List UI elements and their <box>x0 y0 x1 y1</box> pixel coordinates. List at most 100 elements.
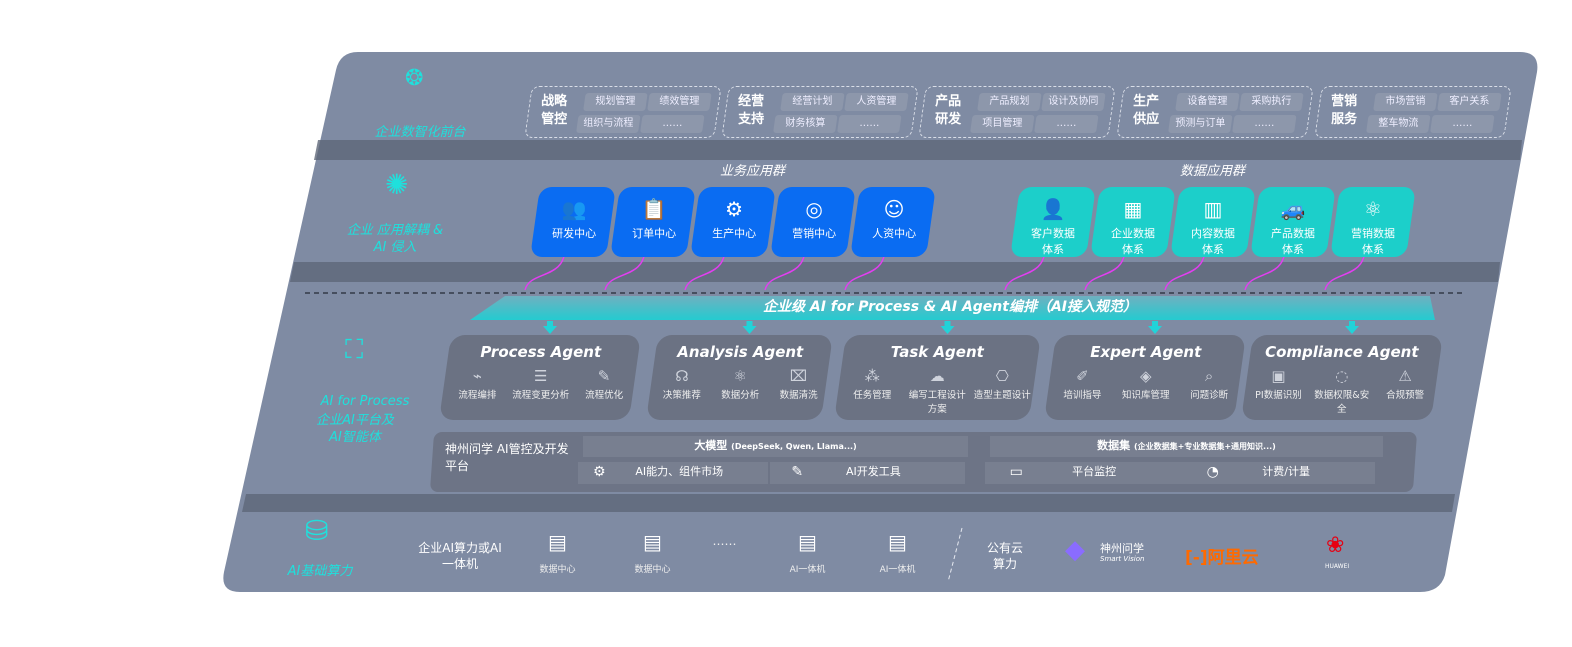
agent-capability[interactable]: ⌧ 数据清洗 <box>770 367 828 401</box>
vendor-smart-vision: 神州问学 <box>1100 542 1144 555</box>
app-card[interactable]: ▦ 企业数据体系 <box>1090 187 1176 257</box>
agent-capability[interactable]: ⚛ 数据分析 <box>711 367 769 401</box>
app-card-label: 订单中心 <box>632 227 677 240</box>
agent-capability[interactable]: ✎ 流程优化 <box>573 367 636 401</box>
agent-card[interactable]: Compliance Agent ▣ PI数据识别 ◌ 数据权限&安全 ⚠ 合规预警 <box>1241 335 1443 420</box>
front-chip[interactable]: 市场营销 <box>1373 93 1438 111</box>
agent-capability[interactable]: ⌕ 问题诊断 <box>1178 367 1241 401</box>
front-chip[interactable]: …… <box>1034 115 1099 133</box>
front-chip[interactable]: 产品规划 <box>977 93 1042 111</box>
chip-label: 客户关系 <box>1449 96 1490 107</box>
front-group: 经营支持 经营计划 人资管理 财务核算 …… <box>721 86 919 138</box>
network-icon: ⁂ <box>864 367 880 385</box>
shield-icon: ◌ <box>1335 367 1349 385</box>
public-cloud-label: 公有云算力 <box>986 541 1023 571</box>
agent-capability[interactable]: ⌁ 流程编排 <box>446 367 509 401</box>
platform-cell[interactable]: ▭ 平台监控 <box>985 462 1190 484</box>
app-card[interactable]: 👤 客户数据体系 <box>1010 187 1096 257</box>
capability-label: 流程变更分析 <box>512 390 570 401</box>
front-chip[interactable]: 预测与订单 <box>1168 115 1233 133</box>
server-item[interactable]: ▤ AI一体机 <box>875 530 920 575</box>
atom-icon: ⚛ <box>733 367 747 385</box>
huawei-logo-icon: ❀ <box>1326 533 1345 558</box>
front-chip[interactable]: 绩效管理 <box>647 93 712 111</box>
agent-capability[interactable]: ◈ 知识库管理 <box>1114 367 1177 401</box>
front-chip[interactable]: …… <box>640 115 705 133</box>
app-card[interactable]: ▥ 内容数据体系 <box>1170 187 1256 257</box>
platform-cell-label: 平台监控 <box>1072 465 1117 478</box>
app-card[interactable]: ⚛ 营销数据体系 <box>1330 187 1416 257</box>
down-arrow-icon <box>742 321 757 334</box>
smart-vision-logo-icon: ◆ <box>1065 535 1085 565</box>
app-card[interactable]: 🚙 产品数据体系 <box>1250 187 1336 257</box>
app-card[interactable]: ◎ 营销中心 <box>770 187 856 257</box>
front-group-title: 战略管控 <box>541 94 568 127</box>
chip-label: 整车物流 <box>1378 118 1419 129</box>
front-chip[interactable]: 设计及协同 <box>1041 93 1106 111</box>
front-chip[interactable]: 组织与流程 <box>576 115 641 133</box>
platform-cell[interactable]: ⚙ AI能力、组件市场 <box>578 462 768 484</box>
front-chip[interactable]: …… <box>837 115 902 133</box>
capability-label: 编写工程设计方案 <box>908 390 966 415</box>
agent-capability[interactable]: ⁂ 任务管理 <box>840 367 904 415</box>
agent-capability[interactable]: ⚠ 合规预警 <box>1374 367 1437 415</box>
server-item[interactable]: ▤ 数据中心 <box>535 530 580 575</box>
front-chip[interactable]: 设备管理 <box>1175 93 1240 111</box>
app-card-label: 营销中心 <box>792 227 837 240</box>
down-arrow-icon <box>940 321 955 334</box>
app-card[interactable]: 📋 订单中心 <box>610 187 696 257</box>
chip-label: …… <box>1452 118 1473 129</box>
agent-capability[interactable]: ☁ 编写工程设计方案 <box>905 367 969 415</box>
down-arrow-icon <box>543 321 557 334</box>
front-chip[interactable]: …… <box>1232 115 1297 133</box>
server-icon: ▤ <box>798 530 817 554</box>
agent-capability[interactable]: ☊ 决策推荐 <box>653 367 711 401</box>
agent-card[interactable]: Task Agent ⁂ 任务管理 ☁ 编写工程设计方案 ⎔ 造型主题设计 <box>834 335 1041 420</box>
llm-title: 大模型 <box>694 439 728 452</box>
agent-card[interactable]: Process Agent ⌁ 流程编排 ☰ 流程变更分析 ✎ 流程优化 <box>439 335 641 420</box>
app-card-label: 生产中心 <box>712 227 757 240</box>
platform-cell-label: 计费/计量 <box>1262 465 1310 478</box>
front-chip[interactable]: 客户关系 <box>1437 93 1502 111</box>
app-card[interactable]: ☺ 人资中心 <box>850 187 936 257</box>
platform-cell[interactable]: ✎ AI开发工具 <box>770 462 965 484</box>
front-chip[interactable]: …… <box>1430 115 1495 133</box>
server-item[interactable]: ▤ AI一体机 <box>785 530 830 575</box>
agent-capability[interactable]: ☰ 流程变更分析 <box>509 367 572 401</box>
agent-capability[interactable]: ✐ 培训指导 <box>1051 367 1114 401</box>
front-chip[interactable]: 整车物流 <box>1366 115 1431 133</box>
atom-icon: ⚛ <box>1364 197 1382 221</box>
chip-label: 设计及协同 <box>1048 96 1099 107</box>
front-chip[interactable]: 人资管理 <box>844 93 909 111</box>
agent-capability[interactable]: ◌ 数据权限&安全 <box>1310 367 1373 415</box>
design-icon: ⎔ <box>995 367 1009 385</box>
front-chip[interactable]: 规划管理 <box>583 93 648 111</box>
chip-label: 采购执行 <box>1251 96 1292 107</box>
chip-label: 财务核算 <box>785 118 826 129</box>
factory-icon: ⚙ <box>725 197 744 221</box>
front-chip[interactable]: 项目管理 <box>970 115 1035 133</box>
app-card[interactable]: ⚙ 生产中心 <box>690 187 776 257</box>
agent-capability[interactable]: ⎔ 造型主题设计 <box>970 367 1034 415</box>
front-chip[interactable]: 采购执行 <box>1239 93 1304 111</box>
front-group-title: 产品研发 <box>935 94 962 127</box>
agent-capability[interactable]: ▣ PI数据识别 <box>1247 367 1310 415</box>
server-item[interactable]: ▤ 数据中心 <box>630 530 675 575</box>
agent-card[interactable]: Analysis Agent ☊ 决策推荐 ⚛ 数据分析 ⌧ 数据清洗 <box>646 335 833 420</box>
chart-icon: ⌁ <box>472 367 482 385</box>
capability-label: 流程优化 <box>585 390 624 401</box>
app-card[interactable]: 👥 研发中心 <box>530 187 616 257</box>
data-apps-title: 数据应用群 <box>1180 164 1246 179</box>
app-card-label: 人资中心 <box>872 227 917 240</box>
agent-card[interactable]: Expert Agent ✐ 培训指导 ◈ 知识库管理 ⌕ 问题诊断 <box>1044 335 1246 420</box>
list-icon: ☰ <box>534 367 548 385</box>
head-icon: ☊ <box>675 367 689 385</box>
ellipsis: …… <box>712 534 737 548</box>
layer-label-ai-en: AI for Process <box>320 394 410 409</box>
front-chip[interactable]: 经营计划 <box>780 93 845 111</box>
platform-cell[interactable]: ◔ 计费/计量 <box>1185 462 1375 484</box>
front-group: 产品研发 产品规划 设计及协同项目管理 …… <box>918 86 1116 138</box>
car-icon: 🚙 <box>1280 197 1306 221</box>
face-scan-icon: ⛶ <box>345 335 364 365</box>
front-chip[interactable]: 财务核算 <box>773 115 838 133</box>
